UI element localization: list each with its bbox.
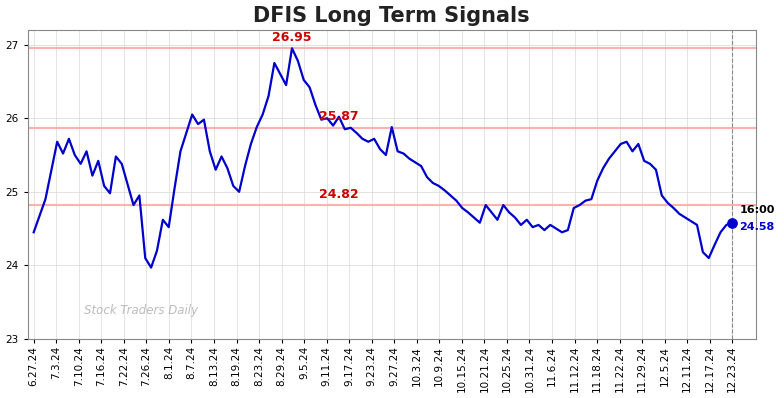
Text: 24.58: 24.58 [739,222,775,232]
Point [726,220,739,226]
Text: 25.87: 25.87 [319,110,359,123]
Text: 26.95: 26.95 [272,31,312,44]
Title: DFIS Long Term Signals: DFIS Long Term Signals [253,6,530,25]
Text: 24.82: 24.82 [319,188,359,201]
Text: 16:00: 16:00 [739,205,775,215]
Text: Stock Traders Daily: Stock Traders Daily [84,304,198,317]
